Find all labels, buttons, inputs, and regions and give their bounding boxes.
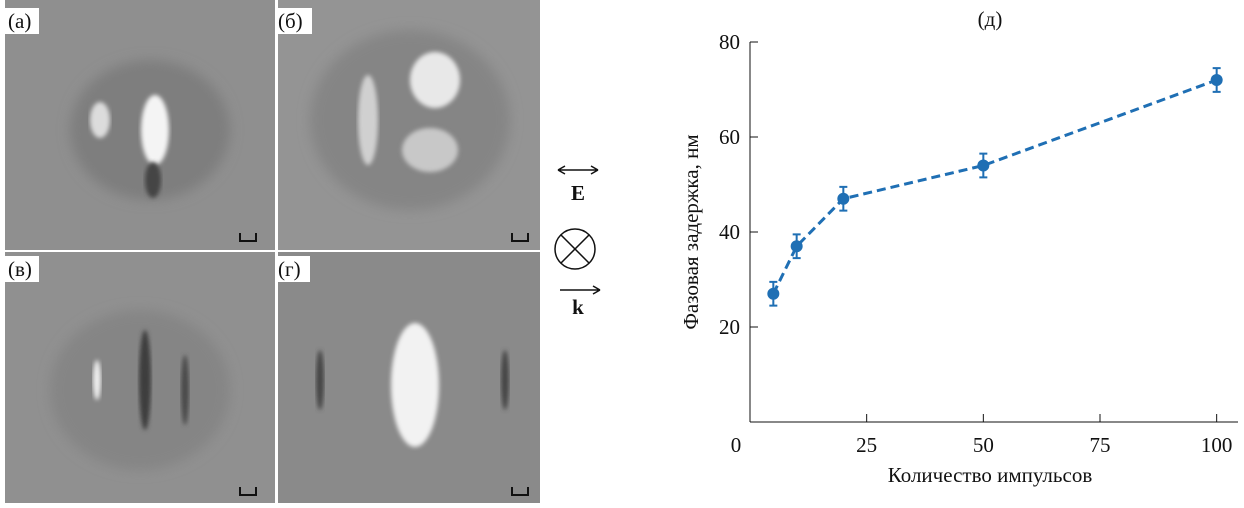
scale-bars xyxy=(239,233,529,496)
panel-label: (а) xyxy=(8,9,31,33)
data-point xyxy=(1210,74,1223,86)
x-tick-label: 50 xyxy=(973,433,994,457)
y-axis-label: Фазовая задержка, нм xyxy=(679,134,703,329)
y-tick-label: 40 xyxy=(719,220,740,244)
chart-title: (д) xyxy=(978,7,1003,31)
panel-label: (г) xyxy=(278,257,301,281)
y-tick-label: 80 xyxy=(719,30,740,54)
data-point xyxy=(767,287,780,300)
x-axis-label: Количество импульсов xyxy=(888,463,1093,487)
x-tick-label: 75 xyxy=(1090,433,1111,457)
polarization xyxy=(554,165,601,295)
chart: 20 40 60 80 0 25 50 75 100 (д) Количество импульсо… xyxy=(679,7,1238,487)
data-point xyxy=(977,159,990,172)
data-point xyxy=(837,192,850,205)
panel-label: (в) xyxy=(8,257,32,281)
k-label: k xyxy=(572,295,584,319)
panel-label: (б) xyxy=(278,9,303,33)
x-tick-label: 25 xyxy=(856,433,877,457)
y-tick-label: 60 xyxy=(719,125,740,149)
x-tick-label: 100 xyxy=(1201,433,1233,457)
x-tick-label: 0 xyxy=(731,433,742,457)
data-point xyxy=(790,240,803,253)
y-tick-label: 20 xyxy=(719,315,740,339)
sem-images: (а) (б) (в) (г) xyxy=(5,0,540,503)
e-label: E xyxy=(571,181,585,205)
